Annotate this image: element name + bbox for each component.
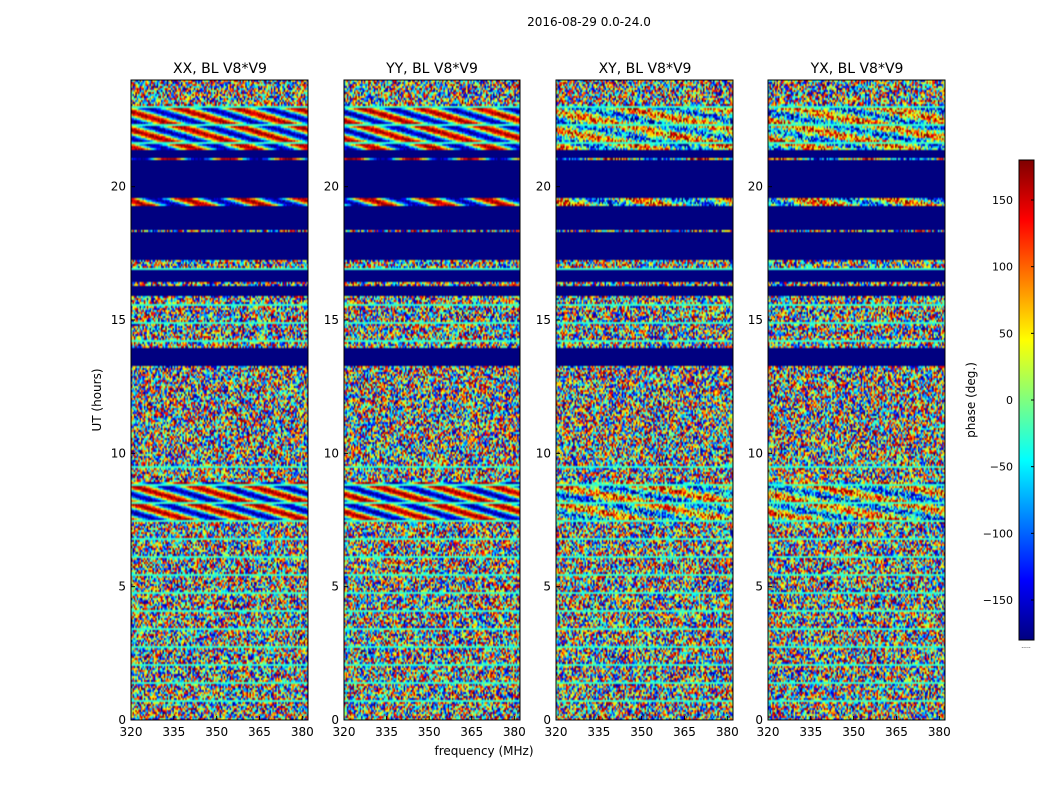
- y-tick-label: 20: [748, 180, 763, 194]
- y-tick-label: 15: [536, 313, 551, 327]
- x-tick-label: 335: [162, 725, 185, 739]
- x-tick-label: 320: [333, 725, 356, 739]
- suptitle: 2016-08-29 0.0-24.0: [527, 15, 651, 29]
- colorbar-tick-label: 0: [1006, 394, 1013, 407]
- colorbar-tick-label: −50: [990, 461, 1013, 474]
- colorbar: −150 −100 −50 0 50 100 150 phase (deg.) .....: [964, 159, 1035, 650]
- x-tick-label: 320: [120, 725, 143, 739]
- corner-marker: .....: [1021, 643, 1031, 650]
- phase-heatmap: [131, 80, 308, 720]
- colorbar-tick-label: −150: [983, 594, 1013, 607]
- x-tick-label: 365: [885, 725, 908, 739]
- x-axis-label: frequency (MHz): [434, 744, 533, 758]
- panel-frame: [343, 79, 521, 721]
- panel-title: XX, BL V8*V9: [173, 61, 267, 77]
- phase-heatmap: [344, 80, 520, 720]
- x-tick-label: 335: [799, 725, 822, 739]
- x-axis: 320 335 350 365 380: [120, 716, 314, 739]
- y-tick-label: 5: [331, 580, 339, 594]
- y-tick-label: 5: [543, 580, 551, 594]
- y-tick-label: 0: [543, 713, 551, 727]
- colorbar-tick-label: −100: [983, 527, 1013, 540]
- x-tick-label: 365: [248, 725, 271, 739]
- phase-heatmap: [556, 80, 733, 720]
- x-tick-label: 350: [842, 725, 865, 739]
- x-tick-label: 335: [587, 725, 610, 739]
- y-tick-label: 15: [748, 313, 763, 327]
- x-axis: 320 335 350 365 380: [333, 716, 526, 739]
- x-axis: 320 335 350 365 380: [545, 716, 739, 739]
- panel-frame: [767, 79, 946, 721]
- panel-frame: [130, 79, 309, 721]
- y-tick-label: 0: [331, 713, 339, 727]
- y-tick-label: 10: [536, 446, 551, 460]
- y-tick-label: 10: [748, 446, 763, 460]
- y-tick-label: 0: [755, 713, 763, 727]
- colorbar-ticks: −150 −100 −50 0 50 100 150: [983, 194, 1034, 607]
- y-tick-label: 10: [324, 446, 339, 460]
- y-tick-label: 20: [111, 180, 126, 194]
- x-tick-label: 365: [673, 725, 696, 739]
- y-tick-label: 5: [755, 580, 763, 594]
- y-tick-label: 15: [324, 313, 339, 327]
- x-tick-label: 320: [757, 725, 780, 739]
- x-tick-label: 335: [375, 725, 398, 739]
- y-axis: 0 5 10 15 20: [324, 180, 348, 727]
- y-tick-label: 20: [324, 180, 339, 194]
- panel-xy: XY, BL V8*V9 320 335 350 365 380 0 5 10 15 20: [536, 61, 739, 739]
- y-tick-label: 10: [111, 446, 126, 460]
- y-tick-label: 5: [118, 580, 126, 594]
- x-tick-label: 350: [630, 725, 653, 739]
- panel-title: YX, BL V8*V9: [810, 61, 904, 77]
- y-axis: 0 5 10 15 20: [111, 180, 135, 727]
- x-tick-label: 320: [545, 725, 568, 739]
- panel-yx: YX, BL V8*V9 320 335 350 365 380 0 5 10 15 20: [748, 61, 951, 739]
- panel-xx: XX, BL V8*V9 320 335 350 365 380 0 5 10 15 20: [111, 61, 314, 739]
- y-axis-label: UT (hours): [90, 368, 104, 431]
- x-tick-label: 380: [503, 725, 526, 739]
- y-axis: 0 5 10 15 20: [748, 180, 772, 727]
- x-tick-label: 380: [716, 725, 739, 739]
- y-tick-label: 20: [536, 180, 551, 194]
- phase-heatmap: [768, 80, 945, 720]
- x-tick-label: 350: [418, 725, 441, 739]
- x-tick-label: 380: [291, 725, 314, 739]
- colorbar-tick-label: 150: [992, 194, 1013, 207]
- panel-yy: YY, BL V8*V9 320 335 350 365 380 0 5 10 15 20: [324, 61, 526, 739]
- x-tick-label: 365: [460, 725, 483, 739]
- panel-title: YY, BL V8*V9: [385, 61, 478, 77]
- y-tick-label: 15: [111, 313, 126, 327]
- x-tick-label: 380: [928, 725, 951, 739]
- colorbar-tick-label: 100: [992, 261, 1013, 274]
- y-tick-label: 0: [118, 713, 126, 727]
- colorbar-tick-label: 50: [999, 327, 1013, 340]
- panel-frame: [555, 79, 734, 721]
- y-axis: 0 5 10 15 20: [536, 180, 560, 727]
- colorbar-label: phase (deg.): [964, 362, 978, 438]
- panel-title: XY, BL V8*V9: [599, 61, 692, 77]
- x-axis: 320 335 350 365 380: [757, 716, 951, 739]
- x-tick-label: 350: [205, 725, 228, 739]
